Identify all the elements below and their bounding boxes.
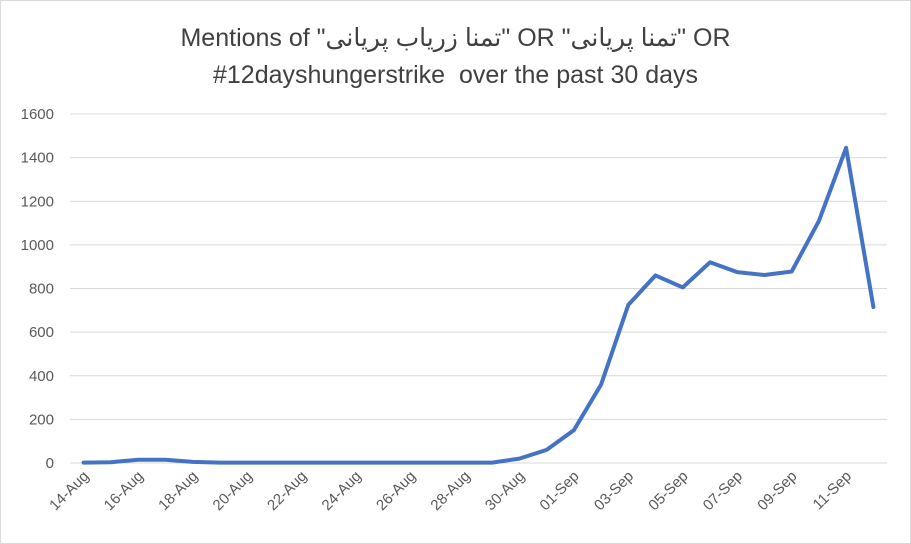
chart-title-line-1: Mentions of "تمنا زریاب پریانی" OR "تمنا…	[180, 24, 731, 52]
y-tick-label: 200	[29, 411, 54, 428]
x-tick-label: 09-Sep	[754, 468, 800, 514]
x-tick-label: 18-Aug	[155, 468, 201, 514]
y-tick-label: 1600	[21, 106, 54, 123]
x-tick-label: 28-Aug	[427, 468, 473, 514]
x-tick-label: 11-Sep	[810, 468, 855, 513]
x-tick-label: 14-Aug	[46, 468, 92, 514]
x-tick-label: 26-Aug	[373, 468, 419, 514]
y-tick-label: 400	[29, 368, 54, 385]
x-tick-label: 07-Sep	[700, 468, 746, 514]
x-tick-label: 22-Aug	[264, 468, 310, 514]
x-tick-label: 20-Aug	[210, 468, 256, 514]
x-tick-label: 01-Sep	[536, 468, 582, 514]
y-tick-label: 1400	[21, 150, 54, 167]
x-tick-label: 03-Sep	[591, 468, 637, 514]
x-tick-label: 30-Aug	[482, 468, 528, 514]
y-tick-label: 1000	[21, 237, 54, 254]
y-tick-label: 800	[29, 281, 54, 298]
x-tick-label: 24-Aug	[319, 468, 365, 514]
x-tick-label: 16-Aug	[101, 468, 147, 514]
series-line	[81, 145, 876, 465]
y-tick-label: 1200	[21, 193, 54, 210]
y-tick-label: 0	[46, 455, 54, 472]
x-tick-label: 05-Sep	[645, 468, 691, 514]
y-tick-label: 600	[29, 324, 54, 341]
chart-title-line-2: #12dayshungerstrike over the past 30 day…	[212, 61, 699, 89]
